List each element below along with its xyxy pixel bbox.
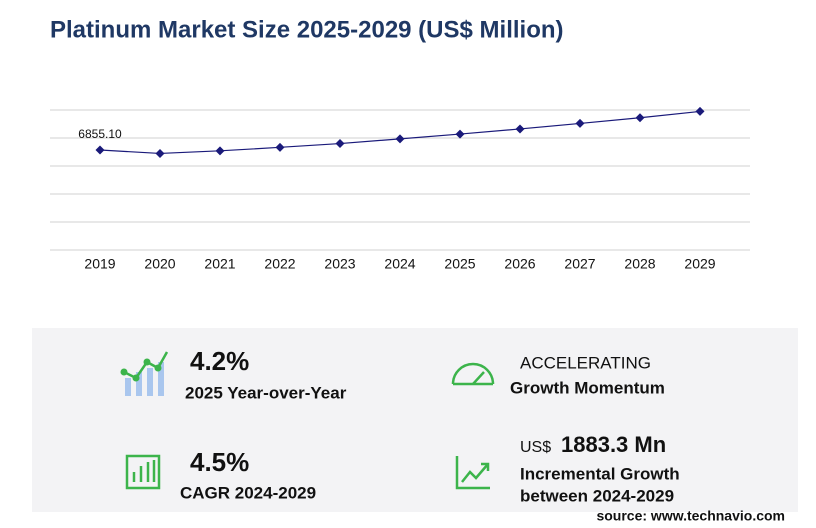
- stat-value: 4.2%: [190, 346, 249, 376]
- point: [215, 146, 225, 156]
- stat-label: between 2024-2029: [520, 486, 674, 505]
- x-tick-label: 2022: [264, 256, 295, 272]
- x-tick-label: 2021: [204, 256, 235, 272]
- x-tick-label: 2029: [684, 256, 715, 272]
- stat-prefix: US$: [520, 439, 551, 456]
- stat-value: 4.5%: [190, 447, 249, 477]
- chart-title: Platinum Market Size 2025-2029 (US$ Mill…: [50, 16, 564, 43]
- stat-label: Growth Momentum: [510, 378, 665, 397]
- x-tick-label: 2028: [624, 256, 655, 272]
- x-tick-label: 2027: [564, 256, 595, 272]
- x-tick-label: 2025: [444, 256, 475, 272]
- stat-label: CAGR 2024-2029: [180, 483, 316, 502]
- x-tick-label: 2020: [144, 256, 175, 272]
- point: [275, 142, 285, 152]
- source: source: www.technavio.com: [596, 508, 785, 524]
- x-tick-label: 2023: [324, 256, 355, 272]
- value-label: 6855.10: [78, 127, 122, 141]
- x-tick-label: 2019: [84, 256, 115, 272]
- point: [335, 139, 345, 149]
- stat-label: Incremental Growth: [520, 464, 680, 483]
- x-tick-label: 2024: [384, 256, 415, 272]
- icon-chart: [125, 454, 161, 490]
- line: [99, 110, 701, 155]
- point: [695, 106, 705, 116]
- icon-bars: [120, 351, 169, 396]
- point: [95, 145, 105, 155]
- stat-value: ACCELERATING: [520, 353, 651, 372]
- icon-growth: [455, 456, 490, 490]
- plot: 2019 2020 2021 2022 2023 2024 2025 2026 2027 2028…: [50, 106, 750, 272]
- point: [515, 124, 525, 134]
- x-tick-label: 2026: [504, 256, 535, 272]
- point: [455, 129, 465, 139]
- point: [395, 134, 405, 144]
- icon-gauge: [451, 362, 495, 386]
- point: [575, 118, 585, 128]
- stat-value: 1883.3 Mn: [561, 432, 666, 457]
- point: [635, 113, 645, 123]
- stat-label: 2025 Year-over-Year: [185, 383, 347, 402]
- stats-panel: [32, 328, 798, 512]
- point: [155, 148, 165, 158]
